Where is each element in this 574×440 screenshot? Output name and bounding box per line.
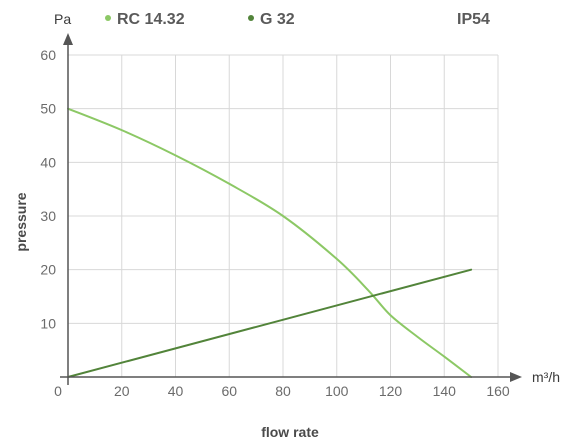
legend: RC 14.32 G 32 IP54: [105, 11, 490, 28]
y-axis-unit: Pa: [54, 11, 71, 27]
legend-label-rc-14-32: RC 14.32: [117, 11, 185, 28]
series-line-rc-14-32: [67, 107, 473, 378]
y-tick-label-30: 30: [40, 208, 56, 224]
series-group: [67, 107, 473, 378]
series-line-g-32: [67, 268, 473, 378]
protection-rating-label: IP54: [457, 11, 490, 28]
y-tick-label-40: 40: [40, 154, 56, 170]
x-axis-title: flow rate: [261, 424, 319, 440]
y-axis-title: pressure: [13, 192, 29, 251]
x-axis-arrow: [510, 372, 522, 382]
x-tick-label-80: 80: [275, 383, 291, 399]
y-tick-label-20: 20: [40, 262, 56, 278]
legend-marker-g-32: [248, 15, 254, 21]
y-tick-label-50: 50: [40, 101, 56, 117]
legend-marker-rc-14-32: [105, 15, 111, 21]
x-tick-label-140: 140: [433, 383, 457, 399]
y-axis-arrow: [63, 33, 73, 45]
x-tick-label-60: 60: [221, 383, 237, 399]
legend-label-g-32: G 32: [260, 11, 295, 28]
grid: [68, 54, 499, 377]
x-tick-label-160: 160: [486, 383, 510, 399]
x-tick-label-100: 100: [325, 383, 349, 399]
x-tick-label-20: 20: [114, 383, 130, 399]
x-tick-label-120: 120: [379, 383, 403, 399]
tick-labels: 0 20 40 60 80 100 120 140 160 10 20 30 40 50 60: [40, 47, 509, 399]
x-tick-label-0: 0: [54, 383, 62, 399]
y-tick-label-60: 60: [40, 47, 56, 63]
axes: [60, 33, 522, 385]
x-axis-unit: m³/h: [532, 369, 560, 385]
x-tick-label-40: 40: [168, 383, 184, 399]
y-tick-label-10: 10: [40, 315, 56, 331]
